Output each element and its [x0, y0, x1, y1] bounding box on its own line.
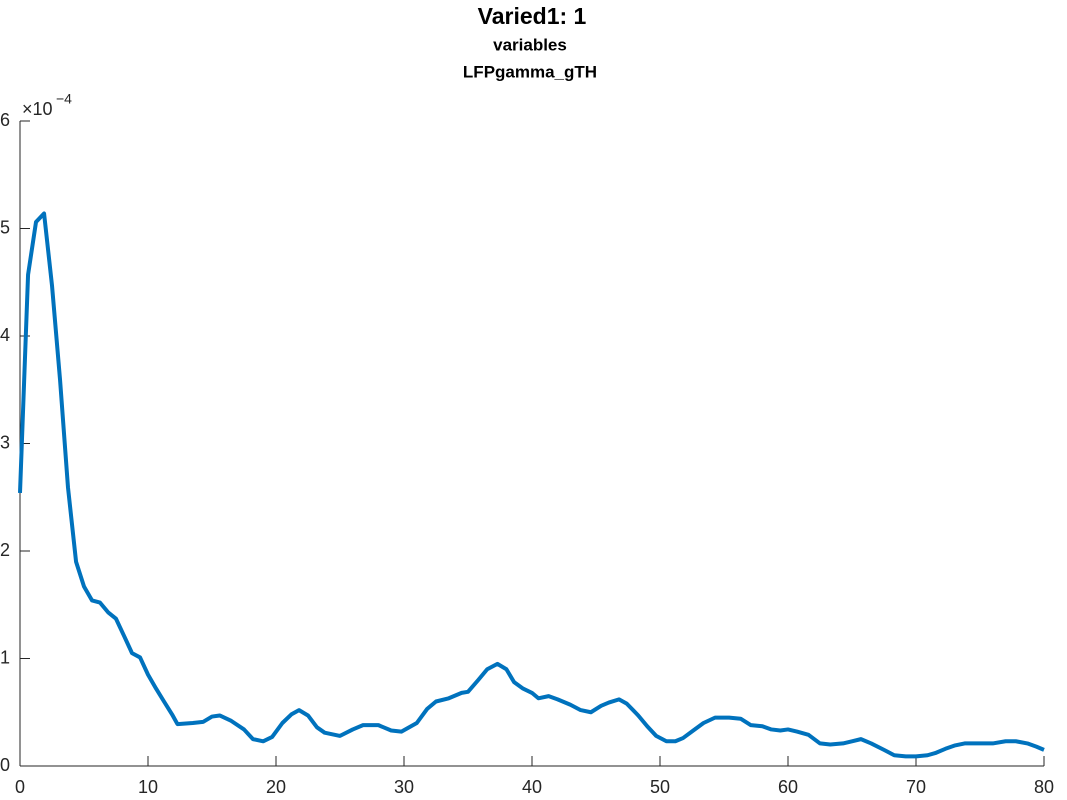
- x-tick-label: 40: [522, 777, 542, 797]
- chart-subtitle: variables: [493, 35, 567, 54]
- x-tick-label: 80: [1034, 777, 1054, 797]
- y-tick-label: 0: [0, 755, 10, 775]
- x-tick-label: 60: [778, 777, 798, 797]
- y-multiplier-exponent: −4: [56, 91, 72, 107]
- y-tick-label: 4: [0, 325, 10, 345]
- x-tick-label: 10: [138, 777, 158, 797]
- x-tick-label: 50: [650, 777, 670, 797]
- x-tick-label: 20: [266, 777, 286, 797]
- y-multiplier: ×10: [22, 99, 53, 119]
- line: [18, 211, 1045, 759]
- y-tick-label: 2: [0, 540, 10, 560]
- x-tick-label: 70: [906, 777, 926, 797]
- y-tick-label: 1: [0, 647, 10, 667]
- y-tick-label: 6: [0, 110, 10, 130]
- x-tick-label: 0: [15, 777, 25, 797]
- chart-title: Varied1: 1: [478, 3, 587, 29]
- y-tick-label: 3: [0, 432, 10, 452]
- x-tick-label: 30: [394, 777, 414, 797]
- chart-subtitle: LFPgamma_gTH: [463, 62, 597, 81]
- y-tick-label: 5: [0, 217, 10, 237]
